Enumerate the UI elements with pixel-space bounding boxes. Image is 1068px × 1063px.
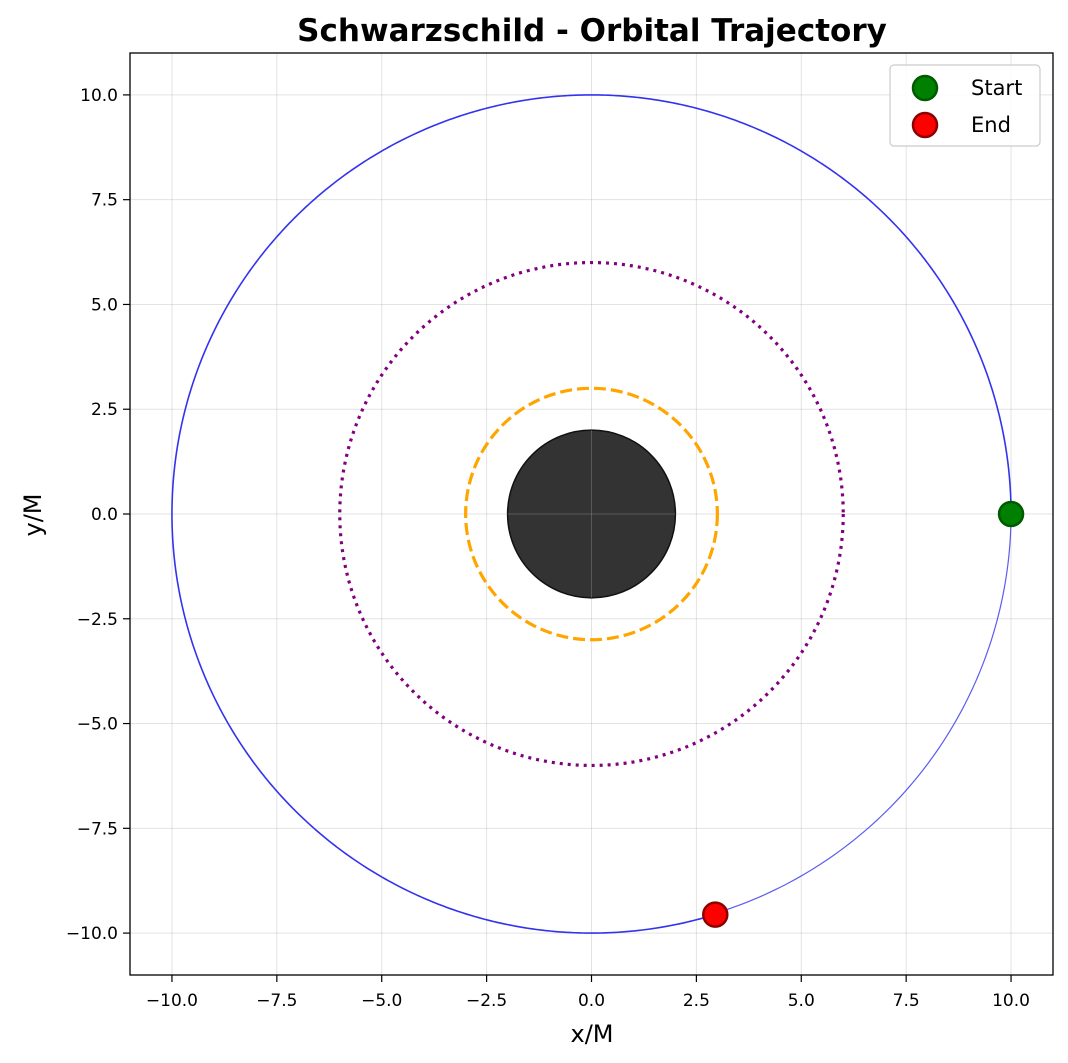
- y-tick-label: −5.0: [77, 715, 118, 735]
- chart-title: Schwarzschild - Orbital Trajectory: [297, 13, 887, 49]
- x-tick-label: 7.5: [893, 991, 920, 1011]
- y-tick-label: −2.5: [77, 610, 118, 630]
- y-tick-label: 2.5: [91, 400, 118, 420]
- legend-start-label: Start: [971, 76, 1022, 100]
- x-axis-label: x/M: [571, 1020, 614, 1048]
- legend-end-marker: [911, 111, 939, 139]
- x-ticks: −10.0 −7.5 −5.0 −2.5 0.0 2.5 5.0 7.5 10.0: [146, 975, 1030, 1011]
- y-tick-label: 10.0: [80, 86, 118, 106]
- y-axis-label: y/M: [19, 494, 47, 537]
- x-tick-label: −5.0: [361, 991, 402, 1011]
- y-tick-label: −10.0: [66, 924, 118, 944]
- trajectory-overlap: [720, 513, 1012, 913]
- y-tick-label: −7.5: [77, 819, 118, 839]
- x-tick-label: −10.0: [146, 991, 198, 1011]
- y-tick-label: 7.5: [91, 191, 118, 211]
- legend-start-marker: [911, 74, 939, 102]
- x-tick-label: 10.0: [992, 991, 1030, 1011]
- x-tick-label: −7.5: [256, 991, 297, 1011]
- y-ticks: −10.0 −7.5 −5.0 −2.5 0.0 2.5 5.0 7.5 10.0: [66, 86, 130, 944]
- legend: Start End: [889, 64, 1041, 147]
- photon-sphere-circle: [464, 386, 719, 642]
- legend-end-label: End: [971, 113, 1011, 137]
- y-tick-label: 5.0: [91, 295, 118, 315]
- plot-area: [171, 94, 1025, 934]
- x-tick-label: 2.5: [683, 991, 710, 1011]
- x-tick-label: −2.5: [466, 991, 507, 1011]
- event-horizon: [506, 429, 677, 599]
- isco-circle: [338, 260, 845, 768]
- x-tick-label: 5.0: [788, 991, 815, 1011]
- x-tick-label: 0.0: [578, 991, 605, 1011]
- y-tick-label: 0.0: [91, 505, 118, 525]
- trajectory-line: [171, 94, 1012, 934]
- point-start: [997, 500, 1025, 528]
- point-end: [702, 901, 729, 928]
